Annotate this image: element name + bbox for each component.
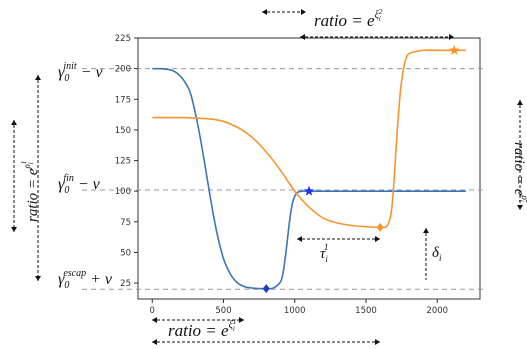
series-line-blue [152,67,466,290]
delta-main: δ [432,245,440,261]
x-tick-label: 1000 [284,306,306,316]
arrow-heads [11,9,523,345]
arrowhead [301,9,306,15]
plot-frame [137,37,481,300]
series-lines [152,49,466,290]
ratio-left-exp: ρ [22,164,32,170]
ratio-top-exp: ξ [375,10,380,21]
ratio-bottom-exp-sub: i [233,325,235,333]
reference-lines [82,68,486,290]
tau-main: τ [320,246,326,262]
ratio-top-exp-sub: i [379,15,381,23]
gamma-init-main: γ [58,64,65,81]
y-tick-label: 25 [120,279,131,289]
ratio-bottom-exp: ξ [229,320,234,331]
arrowhead [11,120,17,125]
annotation-arrows [13,11,521,343]
diamond-marker [376,222,384,232]
series-line-orange [152,49,466,229]
ratio-left-exp-sup: 1 [20,161,28,165]
y-tick-label: 175 [115,95,131,105]
gamma-escap-main: γ [58,271,65,288]
y-tick-label: 200 [115,65,131,75]
arrowhead [300,34,305,40]
arrowhead [297,236,302,242]
gamma-init-rest: − ν [77,64,104,81]
gamma-fin-main: γ [58,176,65,193]
arrowhead [449,34,454,40]
ratio-top-exp-sup: 2 [379,8,383,16]
y-tick-label: 100 [115,187,131,197]
ratio-right-label: ratio = eρi2 [511,142,527,204]
gamma-fin-label: γ0fin − ν [58,173,101,196]
gamma-fin-sup: fin [63,173,74,184]
ratio-bottom-prefix: ratio = e [168,321,229,340]
x-tick-label: 2000 [426,306,448,316]
gamma-fin-rest: − ν [74,176,101,193]
x-tick-label: 1500 [355,306,377,316]
tau-sup: 1 [324,242,329,252]
gamma-escap-rest: + ν [86,271,113,288]
ratio-right-exp-sup: 2 [524,200,527,204]
gamma-init-sup: init [63,61,77,72]
y-tick-label: 50 [120,248,131,258]
y-tick-label: 75 [120,218,131,228]
series-markers [262,44,460,294]
ratio-left-prefix: ratio = e [25,168,41,222]
arrowhead [423,228,429,233]
arrowhead [239,317,244,323]
gamma-escap-label: γ0escap + ν [58,268,113,291]
arrowhead [35,75,41,80]
arrowhead [517,100,523,105]
arrowhead [11,227,17,232]
ratio-top-prefix: ratio = e [314,11,375,30]
arrowhead [152,317,157,323]
gamma-init-sub: 0 [64,73,69,84]
ratio-right-exp: ρ [520,194,527,200]
gamma-init-label: γ0init − ν [58,61,103,84]
y-tick-label: 225 [115,34,131,44]
ratio-right-prefix: ratio = e [511,142,527,196]
ratio-left-label: ratio = eρi1 [20,161,41,222]
x-tick-label: 500 [215,306,231,316]
arrowhead [375,236,380,242]
ratio-bottom-label: ratio = eξi1 [168,318,236,340]
arrowhead [262,9,267,15]
arrowhead [35,276,41,281]
star-marker [449,44,460,55]
tau-label: τi 1 [320,242,328,264]
star-marker [303,185,315,196]
ratio-right-exp-sub: i [517,200,525,202]
ratio-bottom-exp-sup: 1 [233,318,237,326]
ratio-left-exp-sub: i [27,162,35,164]
gamma-escap-sub: 0 [64,280,69,291]
delta-label: δi [432,245,442,263]
ratio-top-label: ratio = eξi2 [314,8,383,30]
axis-ticks: 0 500 1000 1500 2000 25 50 75 100 125 150 175 200 225 [115,34,448,316]
arrowhead [375,339,380,345]
tau-sub: i [325,254,328,264]
arrowhead [152,339,157,345]
y-tick-label: 150 [115,126,131,136]
diamond-marker [262,284,270,294]
delta-sub: i [439,253,442,263]
gamma-escap-sup: escap [63,268,86,279]
gamma-fin-sub: 0 [64,185,69,196]
x-tick-label: 0 [150,306,155,316]
arrowhead [517,205,523,210]
y-tick-label: 125 [115,157,131,167]
